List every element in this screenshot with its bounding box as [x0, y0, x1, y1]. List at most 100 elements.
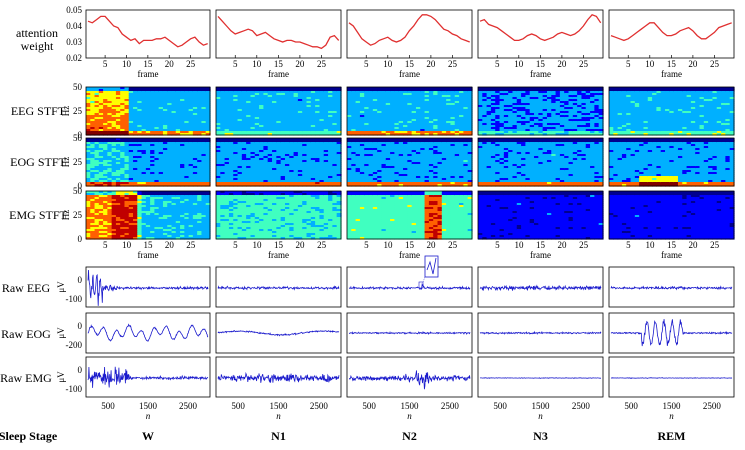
stft-x-tick: 25 [710, 240, 720, 250]
attention-x-tick: 10 [383, 59, 393, 69]
raw-eog-N2 [348, 330, 471, 336]
stft-x-tick: 5 [233, 240, 238, 250]
attention-x-tick: 15 [667, 59, 677, 69]
stft-x-tick: 10 [514, 240, 524, 250]
stft-x-label: frame [268, 250, 289, 260]
attention-x-label: frame [268, 69, 289, 79]
stft-y-tick: 25 [73, 106, 83, 116]
stft-y-label: Hz [61, 157, 71, 168]
attention-x-tick: 5 [103, 59, 108, 69]
eeg-stft-N1 [216, 87, 342, 136]
raw-emg-N3 [479, 377, 601, 379]
stft-x-label: frame [661, 250, 682, 260]
attention-x-tick: 15 [405, 59, 415, 69]
raw-x-label: n [146, 411, 151, 421]
emg-stft-N2 [347, 191, 473, 240]
eog-stft-REM [609, 138, 735, 187]
attention-x-tick: 20 [165, 59, 175, 69]
eog-stft-W [86, 138, 211, 187]
stft-y-tick: 0 [78, 234, 83, 244]
raw-x-tick: 500 [231, 401, 245, 411]
stft-y-label: Hz [61, 210, 71, 221]
raw-y-tick: -200 [66, 340, 83, 350]
attention-line-N1 [217, 15, 340, 50]
stage-label-N1: N1 [271, 429, 286, 443]
attention-x-label: frame [138, 69, 159, 79]
raw-eeg-N2 [348, 282, 471, 291]
attention-x-tick: 25 [186, 59, 196, 69]
stft-x-tick: 10 [645, 240, 655, 250]
attention-label-line2: weight [21, 39, 54, 53]
stft-y-tick: 50 [73, 82, 83, 92]
stft-x-tick: 25 [448, 240, 458, 250]
row-label-raw-eeg: Raw EEG [2, 281, 51, 295]
attention-x-tick: 10 [252, 59, 262, 69]
raw-x-tick: 1500 [269, 401, 288, 411]
row-label-eog-stft: EOG STFT [10, 155, 66, 169]
eeg-stft-N3 [478, 87, 604, 136]
stft-x-label: frame [399, 250, 420, 260]
attention-x-label: frame [399, 69, 420, 79]
attention-x-label: frame [530, 69, 551, 79]
attention-line-W [87, 15, 208, 48]
attention-x-tick: 25 [579, 59, 589, 69]
attention-x-tick: 20 [426, 59, 436, 69]
raw-x-tick: 1500 [400, 401, 419, 411]
raw-x-tick: 500 [624, 401, 638, 411]
row-label-raw-emg: Raw EMG [0, 371, 52, 385]
attention-y-tick: 0.02 [66, 53, 82, 63]
raw-x-tick: 1500 [531, 401, 550, 411]
eog-stft-N3 [478, 138, 604, 187]
stft-x-tick: 10 [252, 240, 262, 250]
raw-emg-REM [610, 377, 733, 379]
stft-y-tick: 25 [73, 210, 83, 220]
raw-y-tick: -100 [66, 384, 83, 394]
raw-x-tick: 500 [362, 401, 376, 411]
row-label-eeg-stft: EEG STFT [11, 104, 66, 118]
attention-x-tick: 10 [122, 59, 132, 69]
attention-x-tick: 5 [233, 59, 238, 69]
stage-label-N3: N3 [533, 429, 548, 443]
stft-y-tick: 0 [78, 181, 83, 191]
stft-x-tick: 25 [186, 240, 196, 250]
stft-x-label: frame [530, 250, 551, 260]
raw-x-label: n [538, 411, 543, 421]
stft-x-tick: 15 [536, 240, 546, 250]
raw-emg-W [87, 366, 209, 388]
attention-y-tick: 0.03 [66, 37, 82, 47]
attention-x-tick: 10 [514, 59, 524, 69]
attention-x-tick: 15 [143, 59, 153, 69]
stft-x-tick: 20 [165, 240, 175, 250]
eog-stft-N1 [216, 138, 342, 187]
raw-x-label: n [276, 411, 281, 421]
raw-x-tick: 1500 [662, 401, 681, 411]
stft-x-tick: 10 [383, 240, 393, 250]
attention-x-tick: 15 [274, 59, 284, 69]
stft-x-tick: 25 [317, 240, 327, 250]
attention-x-tick: 5 [364, 59, 369, 69]
stft-x-label: frame [138, 250, 159, 260]
attention-line-N3 [479, 14, 602, 42]
raw-y-tick: -100 [66, 294, 83, 304]
raw-y-tick: 0 [78, 321, 83, 331]
attention-x-tick: 20 [688, 59, 698, 69]
attention-axes-N3 [477, 9, 604, 59]
raw-y-label: μV [56, 281, 66, 293]
attention-y-tick: 0.04 [66, 21, 82, 31]
attention-x-label: frame [661, 69, 682, 79]
stft-x-tick: 5 [103, 240, 108, 250]
raw-eog-W [87, 323, 209, 342]
attention-x-tick: 20 [295, 59, 305, 69]
stft-x-tick: 15 [405, 240, 415, 250]
stft-x-tick: 15 [274, 240, 284, 250]
raw-eeg-N1 [217, 285, 340, 291]
attention-x-tick: 15 [536, 59, 546, 69]
stage-label-N2: N2 [402, 429, 417, 443]
emg-stft-W [86, 191, 211, 240]
sleep-stage-header: Sleep Stage [0, 429, 58, 443]
raw-x-tick: 2500 [310, 401, 329, 411]
raw-eog-N3 [479, 330, 602, 335]
stft-x-tick: 15 [667, 240, 677, 250]
stft-y-tick: 50 [73, 186, 83, 196]
raw-eeg-N3 [479, 284, 602, 292]
